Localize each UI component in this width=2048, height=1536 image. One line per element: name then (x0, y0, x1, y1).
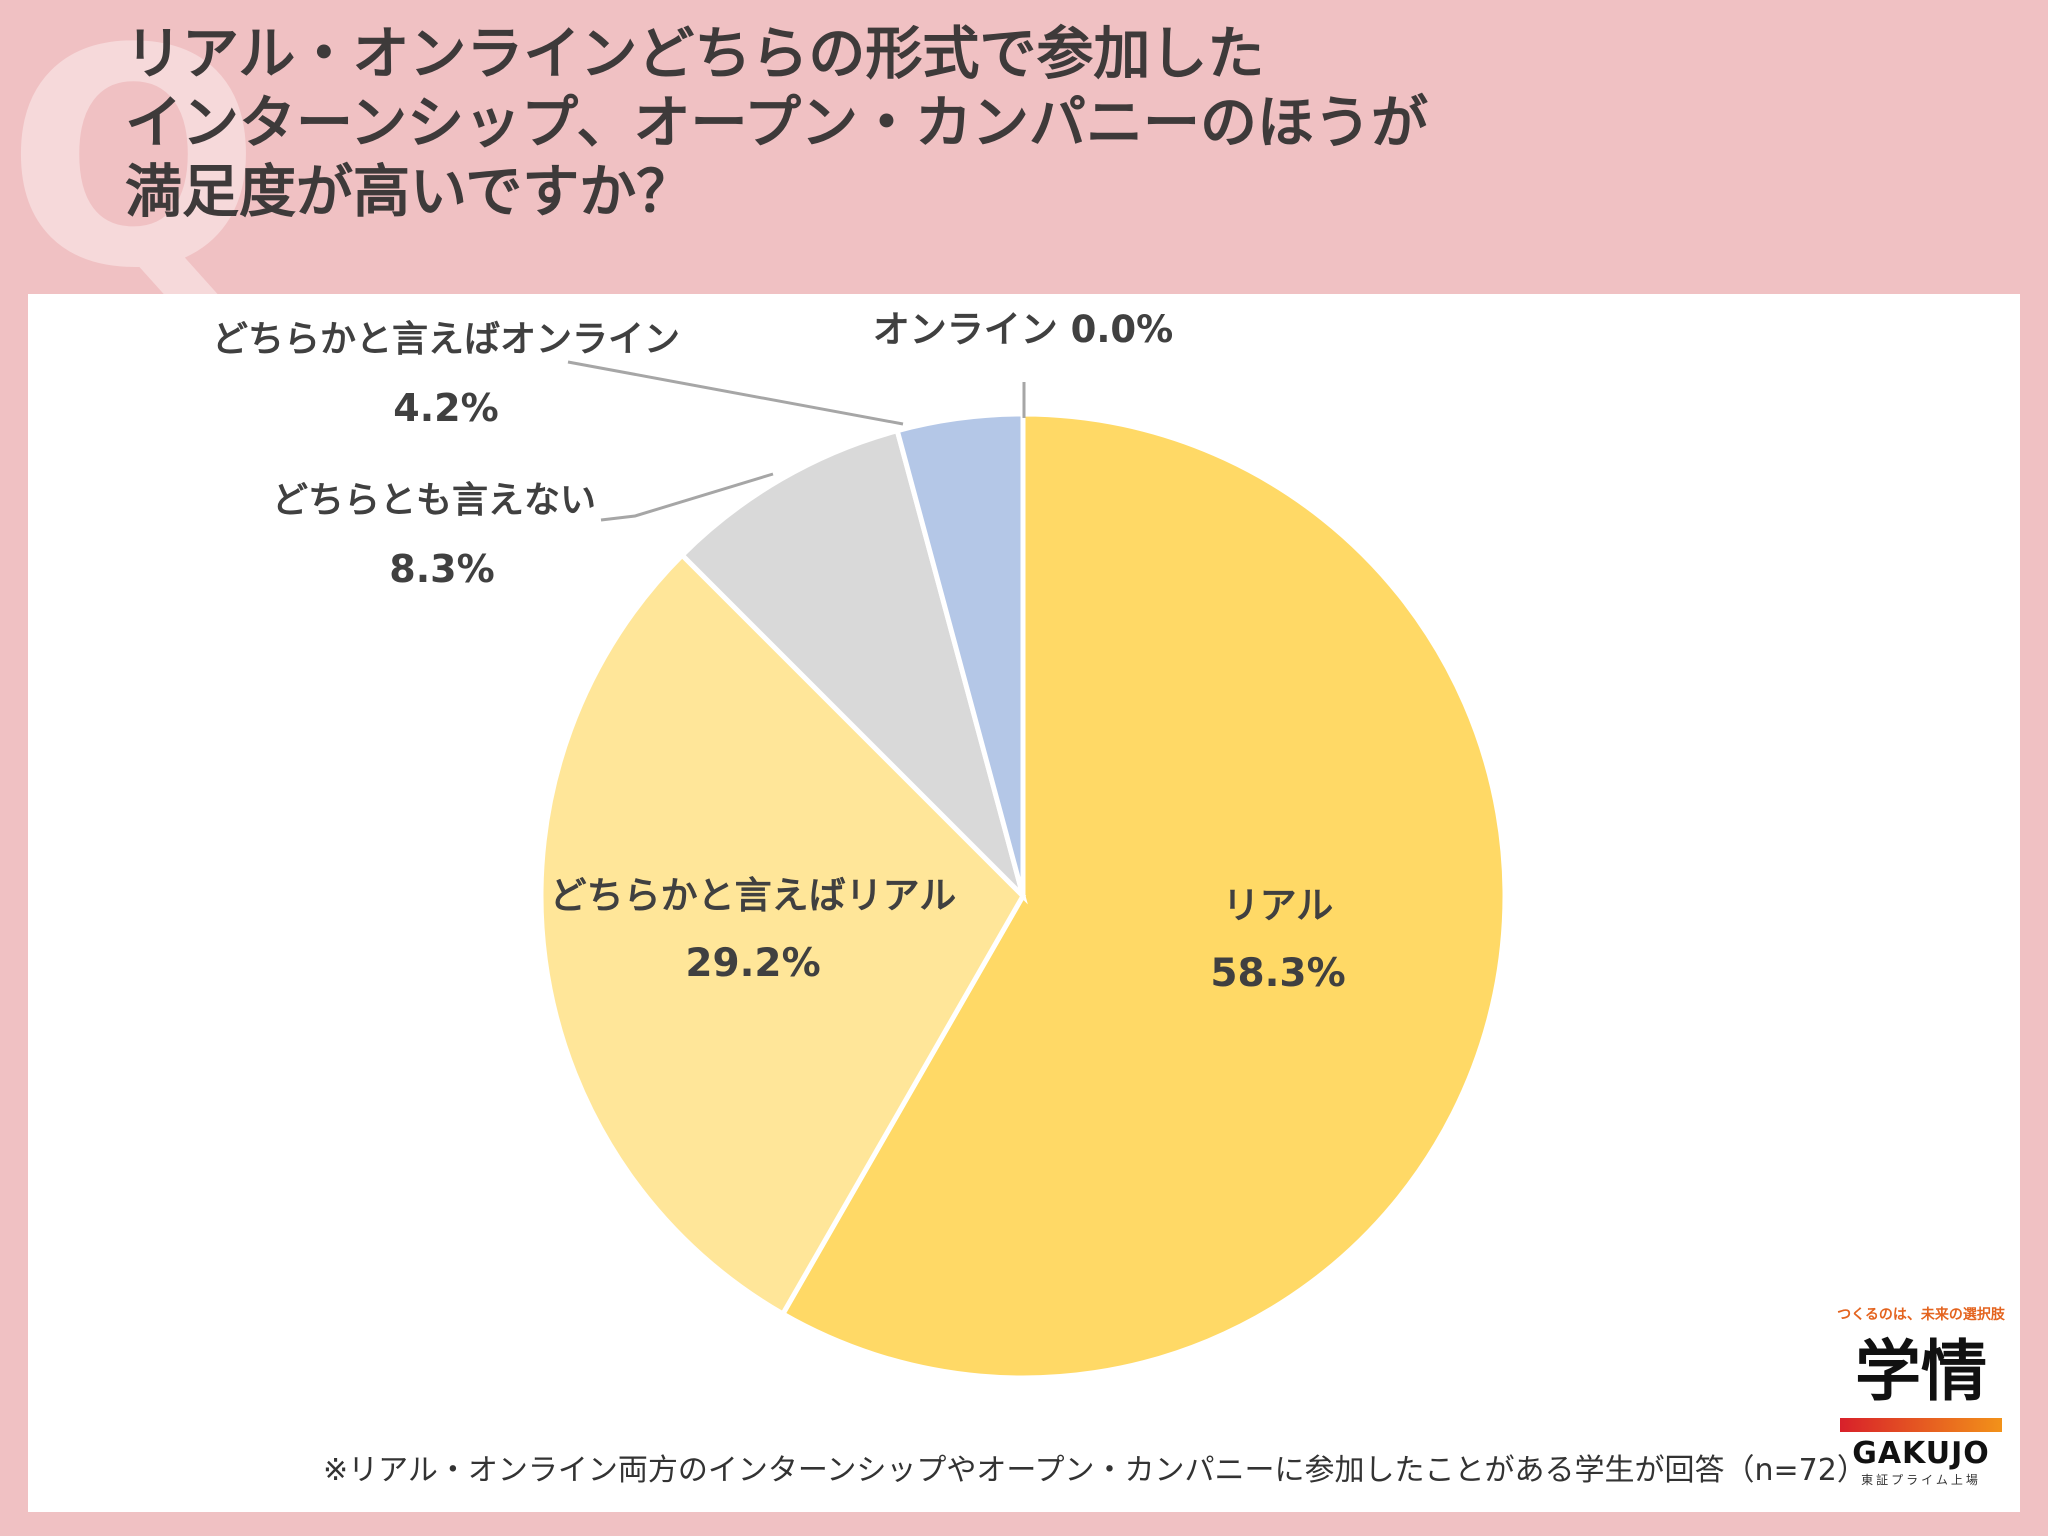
gakujo-logo: つくるのは、未来の選択肢 学情 GAKUJO 東証プライム上場 (1828, 1304, 2014, 1488)
label-online: オンライン 0.0% (873, 308, 1174, 351)
label-real-value: 58.3% (1210, 951, 1345, 996)
logo-tagline: つくるのは、未来の選択肢 (1837, 1307, 2005, 1323)
footnote: ※リアル・オンライン両方のインターンシップやオープン・カンパニーに参加したことが… (323, 1453, 1867, 1488)
leader-line-online-lean (567, 360, 904, 426)
logo-latin: GAKUJO (1852, 1436, 1990, 1471)
label-real-name: リアル (1223, 884, 1334, 927)
label-neutral-value: 8.3% (389, 547, 494, 591)
pie-slices (538, 411, 1508, 1381)
label-neutral-name: どちらとも言えない (272, 480, 596, 521)
pie-slice-1 (538, 551, 1027, 1318)
leader-line-neutral (600, 472, 774, 522)
title-line-2: インターンシップ、オープン・カンパニーのほうが (125, 90, 1429, 156)
label-lean-real-name: どちらかと言えばリアル (550, 874, 957, 917)
pie-slice-2 (678, 427, 1028, 905)
pie-slice-0 (779, 411, 1508, 1381)
title-line-3: 満足度が高いですか？ (125, 159, 694, 225)
title-line-1: リアル・オンラインどちらの形式で参加した (125, 21, 1265, 87)
logo-gradient-bar (1840, 1418, 2002, 1432)
label-lean-online-name: どちらかと言えばオンライン (212, 319, 680, 360)
label-lean-real-value: 29.2% (685, 941, 820, 986)
decorative-q-letter: Q (6, 0, 262, 334)
logo-kanji: 学情 (1855, 1333, 1987, 1410)
page-title: リアル・オンラインどちらの形式で参加した インターンシップ、オープン・カンパニー… (125, 20, 1428, 227)
logo-subtext: 東証プライム上場 (1861, 1473, 1981, 1487)
chart-panel: リアル 58.3% どちらかと言えばリアル 29.2% どちらとも言えない 8.… (28, 294, 2020, 1512)
label-lean-online-value: 4.2% (393, 386, 498, 430)
pie-chart: リアル 58.3% どちらかと言えばリアル 29.2% どちらとも言えない 8.… (212, 308, 1508, 1381)
